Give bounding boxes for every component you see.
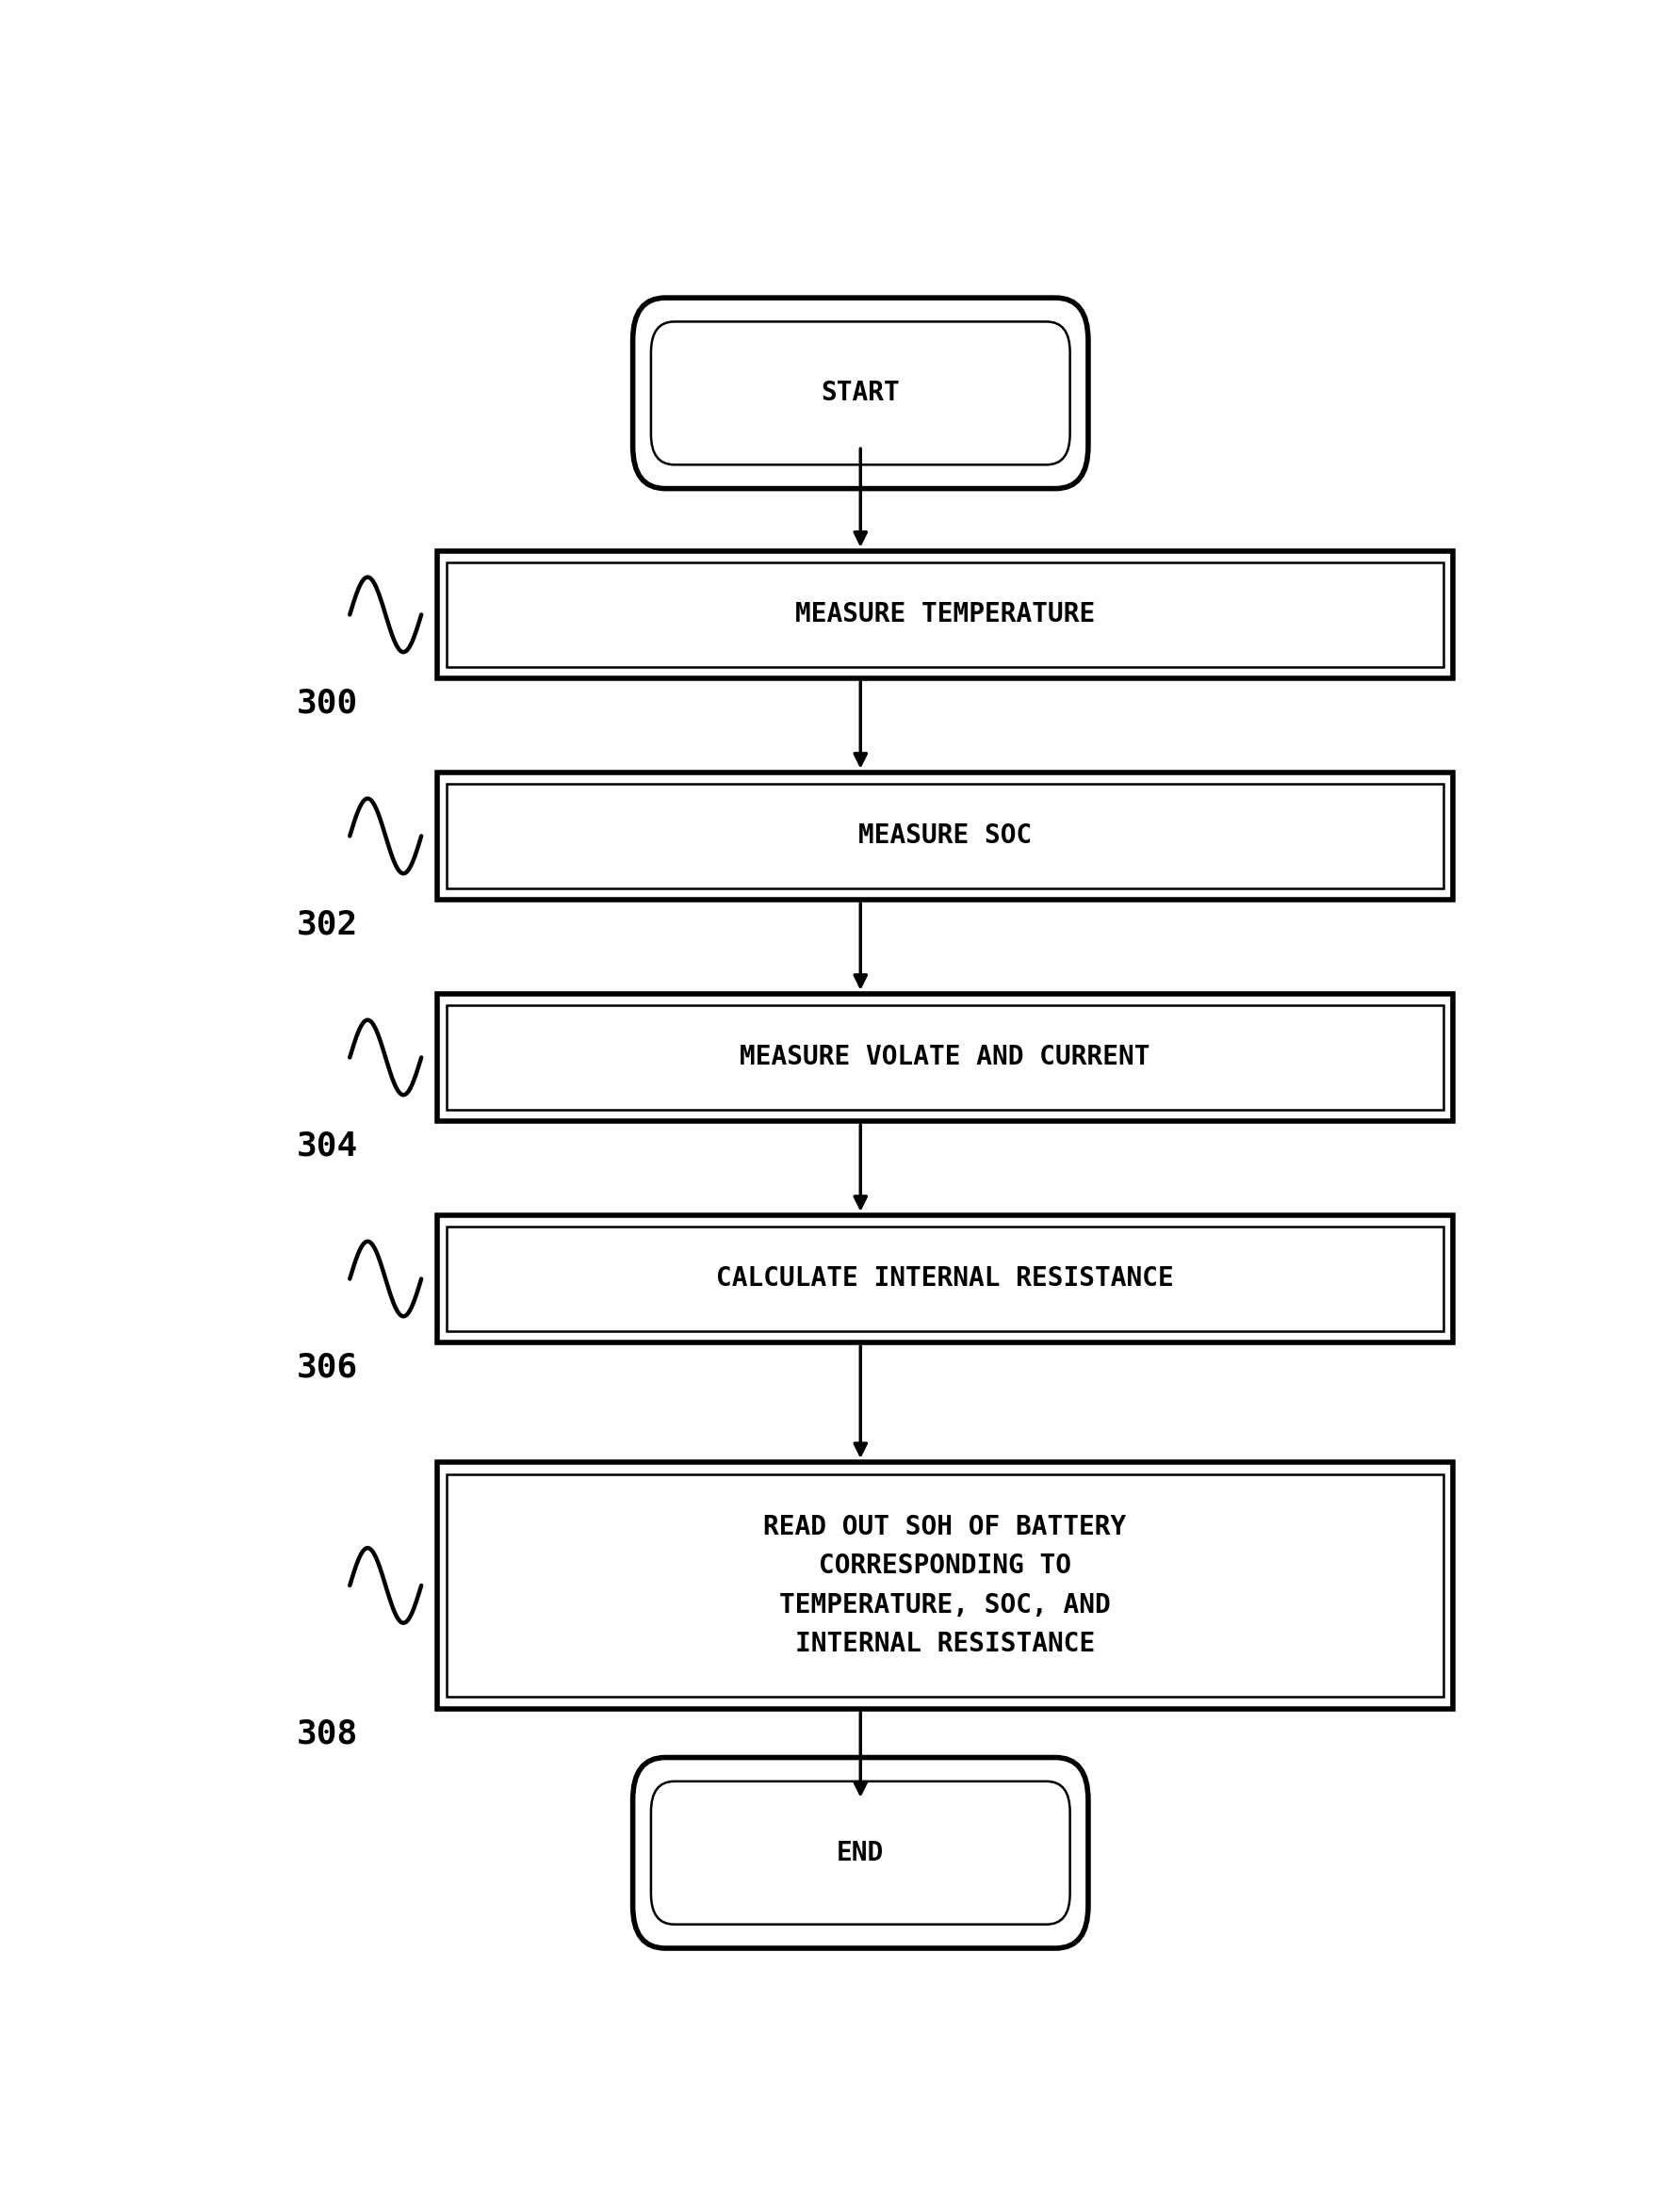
FancyBboxPatch shape	[633, 1759, 1088, 1949]
Bar	[447, 1473, 1444, 1697]
Bar	[447, 783, 1444, 887]
Text: FIG. 4: FIG. 4	[809, 305, 912, 334]
Bar	[438, 551, 1452, 679]
FancyBboxPatch shape	[633, 299, 1088, 489]
Text: MEASURE SOC: MEASURE SOC	[858, 823, 1033, 849]
Text: 302: 302	[296, 909, 358, 940]
Text: MEASURE VOLATE AND CURRENT: MEASURE VOLATE AND CURRENT	[740, 1044, 1150, 1071]
Text: READ OUT SOH OF BATTERY
CORRESPONDING TO
TEMPERATURE, SOC, AND
INTERNAL RESISTAN: READ OUT SOH OF BATTERY CORRESPONDING TO…	[764, 1513, 1127, 1657]
FancyBboxPatch shape	[651, 1781, 1070, 1924]
Bar	[447, 1006, 1444, 1110]
Text: 300: 300	[296, 688, 358, 719]
Text: CALCULATE INTERNAL RESISTANCE: CALCULATE INTERNAL RESISTANCE	[717, 1265, 1174, 1292]
Text: 304: 304	[296, 1130, 358, 1161]
Bar	[438, 993, 1452, 1121]
Text: 308: 308	[296, 1717, 358, 1750]
Text: START: START	[821, 380, 900, 407]
Bar	[447, 562, 1444, 666]
Bar	[438, 772, 1452, 900]
FancyBboxPatch shape	[651, 321, 1070, 465]
Text: MEASURE TEMPERATURE: MEASURE TEMPERATURE	[796, 602, 1095, 628]
Bar	[447, 1228, 1444, 1332]
Bar	[438, 1214, 1452, 1343]
Text: 306: 306	[296, 1352, 358, 1382]
Text: END: END	[836, 1840, 885, 1867]
Bar	[438, 1462, 1452, 1710]
